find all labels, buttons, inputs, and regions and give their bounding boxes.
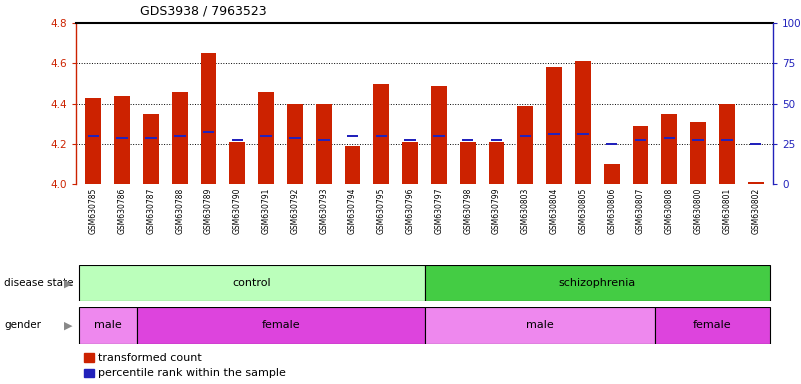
Text: disease state: disease state — [4, 278, 74, 288]
Text: GSM630801: GSM630801 — [723, 188, 731, 234]
Bar — [260, 135, 272, 137]
Text: male: male — [525, 320, 553, 331]
Text: GSM630790: GSM630790 — [233, 188, 242, 235]
Bar — [145, 137, 157, 139]
Bar — [79, 265, 425, 301]
Bar — [347, 135, 358, 137]
Bar — [662, 114, 677, 184]
Text: GSM630791: GSM630791 — [262, 188, 271, 234]
Bar — [136, 307, 425, 344]
Text: GSM630796: GSM630796 — [405, 188, 415, 235]
Bar — [546, 68, 562, 184]
Text: transformed count: transformed count — [98, 353, 202, 362]
Text: GSM630807: GSM630807 — [636, 188, 645, 234]
Text: GSM630805: GSM630805 — [578, 188, 587, 234]
Bar — [289, 137, 300, 139]
Bar — [373, 84, 389, 184]
Bar — [116, 137, 128, 139]
Bar — [231, 139, 244, 141]
Text: male: male — [94, 320, 122, 331]
Text: GSM630803: GSM630803 — [521, 188, 529, 234]
Text: GSM630795: GSM630795 — [376, 188, 386, 235]
Bar — [549, 132, 560, 135]
Bar — [604, 164, 620, 184]
Bar — [634, 139, 646, 141]
Text: control: control — [232, 278, 271, 288]
Bar — [575, 61, 591, 184]
Bar — [405, 139, 416, 141]
Bar — [402, 142, 418, 184]
Text: GDS3938 / 7963523: GDS3938 / 7963523 — [140, 4, 267, 17]
Bar — [376, 135, 387, 137]
Bar — [318, 139, 329, 141]
Bar — [633, 126, 649, 184]
Text: GSM630785: GSM630785 — [89, 188, 98, 234]
Bar — [425, 265, 770, 301]
Text: female: female — [261, 320, 300, 331]
Text: schizophrenia: schizophrenia — [558, 278, 636, 288]
Text: GSM630788: GSM630788 — [175, 188, 184, 234]
Text: GSM630792: GSM630792 — [291, 188, 300, 234]
Text: GSM630786: GSM630786 — [118, 188, 127, 234]
Text: GSM630799: GSM630799 — [492, 188, 501, 235]
Text: GSM630806: GSM630806 — [607, 188, 616, 234]
Bar — [719, 104, 735, 184]
Text: GSM630794: GSM630794 — [348, 188, 357, 235]
Bar — [287, 104, 303, 184]
Bar — [721, 139, 733, 141]
Bar — [344, 146, 360, 184]
Bar — [200, 53, 216, 184]
Text: GSM630789: GSM630789 — [204, 188, 213, 234]
Bar — [172, 92, 187, 184]
Bar — [750, 143, 762, 145]
Bar — [229, 142, 245, 184]
Bar — [316, 104, 332, 184]
Bar — [433, 135, 445, 137]
Bar — [655, 307, 770, 344]
Bar — [606, 143, 618, 145]
Text: GSM630800: GSM630800 — [694, 188, 702, 234]
Text: ▶: ▶ — [63, 278, 72, 288]
Bar — [115, 96, 130, 184]
Text: female: female — [693, 320, 732, 331]
Text: gender: gender — [4, 320, 41, 331]
Bar — [690, 122, 706, 184]
Text: GSM630804: GSM630804 — [549, 188, 558, 234]
Bar — [79, 307, 136, 344]
Bar — [520, 135, 531, 137]
Text: GSM630797: GSM630797 — [434, 188, 444, 235]
Text: GSM630787: GSM630787 — [147, 188, 155, 234]
Text: GSM630798: GSM630798 — [463, 188, 473, 234]
Bar — [663, 137, 675, 139]
Bar — [692, 139, 704, 141]
Text: percentile rank within the sample: percentile rank within the sample — [98, 368, 286, 378]
Bar — [462, 139, 473, 141]
Text: GSM630793: GSM630793 — [320, 188, 328, 235]
Bar — [517, 106, 533, 184]
Bar — [203, 131, 215, 133]
Bar — [491, 139, 502, 141]
Bar — [174, 135, 186, 137]
Bar — [578, 132, 589, 135]
Text: GSM630808: GSM630808 — [665, 188, 674, 234]
Bar — [87, 135, 99, 137]
Bar — [489, 142, 505, 184]
Bar — [748, 182, 763, 184]
Bar — [143, 114, 159, 184]
Bar — [86, 98, 101, 184]
Bar — [431, 86, 447, 184]
Bar — [258, 92, 274, 184]
Bar — [425, 307, 655, 344]
Bar — [460, 142, 476, 184]
Text: GSM630802: GSM630802 — [751, 188, 760, 234]
Text: ▶: ▶ — [63, 320, 72, 331]
